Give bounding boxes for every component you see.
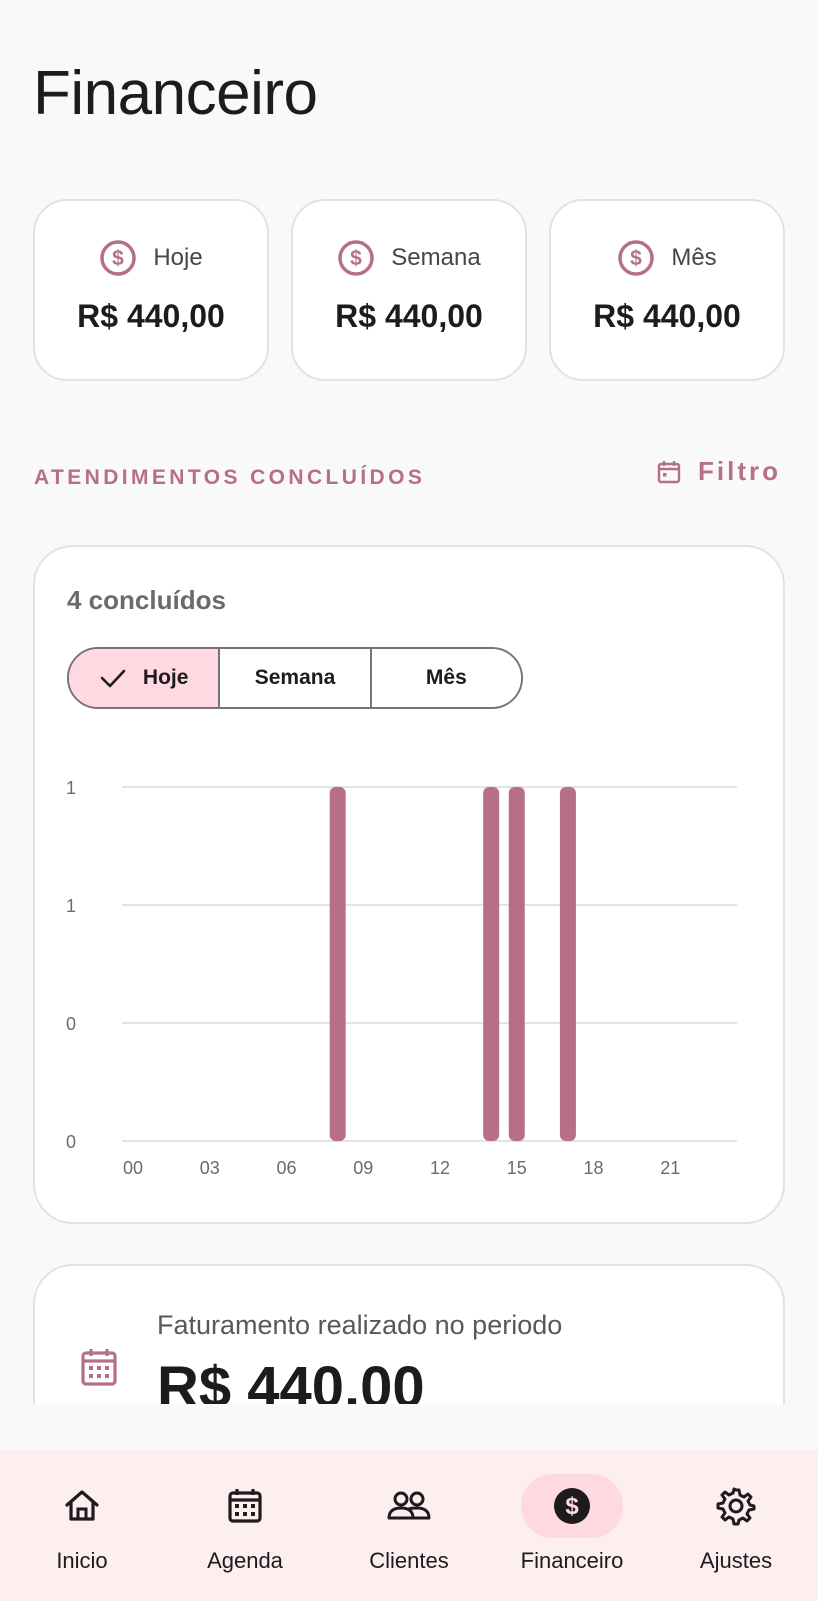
- svg-text:$: $: [565, 1493, 579, 1520]
- svg-text:$: $: [630, 247, 642, 270]
- x-tick-label: 03: [200, 1158, 220, 1178]
- dollar-circle-icon: $: [618, 240, 655, 276]
- nav-item-clientes[interactable]: Clientes: [339, 1474, 479, 1574]
- completed-count: 4 concluídos: [67, 585, 226, 615]
- period-segmented-control: Hoje Semana Mês: [67, 647, 523, 709]
- x-tick-label: 00: [123, 1158, 143, 1178]
- svg-text:$: $: [112, 247, 124, 270]
- nav-label: Agenda: [207, 1548, 283, 1573]
- page-title: Financeiro: [33, 59, 318, 128]
- nav-item-financeiro[interactable]: $ Financeiro: [502, 1474, 642, 1574]
- completed-chart-card: 4 concluídos Hoje Semana Mês 0 0 1 1 00 03 06 0…: [33, 545, 785, 1224]
- dollar-circle-icon: $: [100, 240, 137, 276]
- filter-label: Filtro: [698, 456, 781, 486]
- scroll-clip: [0, 1404, 818, 1450]
- calendar-icon: [657, 460, 681, 483]
- nav-label: Clientes: [369, 1548, 449, 1573]
- nav-label: Financeiro: [520, 1548, 624, 1573]
- chart-bar: [483, 787, 500, 1141]
- nav-label: Inicio: [56, 1548, 108, 1573]
- x-tick-label: 21: [660, 1158, 680, 1178]
- people-icon: [387, 1491, 431, 1520]
- filter-button[interactable]: Filtro: [656, 456, 781, 487]
- summary-label: Semana: [391, 244, 481, 271]
- nav-label: Ajustes: [699, 1548, 773, 1573]
- nav-item-agenda[interactable]: Agenda: [175, 1474, 315, 1574]
- x-tick-label: 15: [507, 1158, 527, 1178]
- segment-month[interactable]: Mês: [371, 649, 521, 707]
- segment-label: Mês: [425, 666, 467, 689]
- summary-value: R$ 440,00: [593, 298, 741, 334]
- summary-value: R$ 440,00: [77, 298, 225, 334]
- chart-bar: [329, 787, 346, 1141]
- x-tick-label: 09: [353, 1158, 373, 1178]
- segment-week[interactable]: Semana: [220, 649, 372, 707]
- svg-text:$: $: [350, 247, 362, 270]
- summary-card-today[interactable]: $ Hoje R$ 440,00: [33, 199, 269, 381]
- x-tick-label: 06: [276, 1158, 296, 1178]
- chart-bar: [559, 787, 576, 1141]
- summary-label: Mês: [671, 244, 717, 271]
- y-tick-label: 0: [66, 1132, 76, 1152]
- chart-bar: [508, 787, 525, 1141]
- bottom-navigation: Inicio Agenda: [0, 1450, 818, 1601]
- home-icon: [65, 1490, 99, 1521]
- billing-label: Faturamento realizado no periodo: [157, 1310, 563, 1340]
- nav-item-ajustes[interactable]: Ajustes: [666, 1474, 806, 1574]
- calendar-grid-icon: [81, 1349, 117, 1386]
- summary-value: R$ 440,00: [335, 298, 483, 334]
- nav-item-inicio[interactable]: Inicio: [12, 1474, 152, 1574]
- dollar-circle-icon: $: [338, 240, 375, 276]
- section-label: ATENDIMENTOS CONCLUÍDOS: [34, 466, 426, 489]
- x-tick-label: 12: [430, 1158, 450, 1178]
- calendar-icon: [228, 1489, 262, 1523]
- segment-today[interactable]: Hoje: [69, 649, 221, 707]
- summary-label: Hoje: [153, 244, 203, 271]
- summary-card-week[interactable]: $ Semana R$ 440,00: [291, 199, 527, 381]
- dollar-circle-icon: $: [554, 1488, 590, 1524]
- segment-label: Hoje: [142, 666, 189, 689]
- gear-icon: [716, 1487, 756, 1526]
- y-tick-label: 0: [66, 1014, 76, 1034]
- x-tick-label: 18: [583, 1158, 603, 1178]
- summary-card-month[interactable]: $ Mês R$ 440,00: [549, 199, 785, 381]
- segment-label: Semana: [254, 666, 336, 689]
- check-icon: [100, 669, 126, 688]
- y-tick-label: 1: [66, 778, 76, 798]
- y-tick-label: 1: [66, 896, 76, 916]
